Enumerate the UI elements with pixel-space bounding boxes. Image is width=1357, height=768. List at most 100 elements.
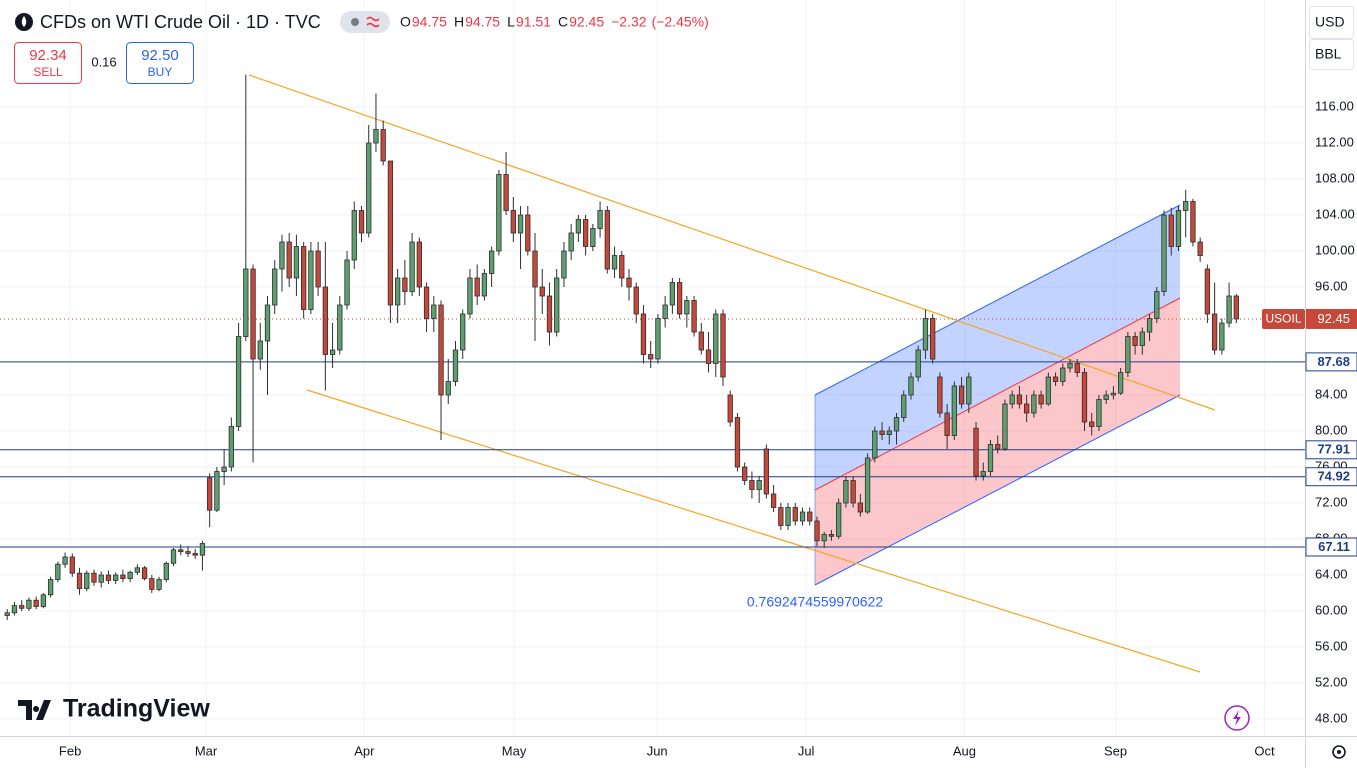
candle-body: [55, 563, 61, 580]
channel-lower-line: [814, 394, 1181, 586]
candle-body: [590, 228, 596, 247]
candle-body: [980, 471, 986, 477]
levels: [0, 318, 1305, 548]
candle-body: [756, 480, 762, 490]
candle-body: [1146, 318, 1153, 333]
candle-body: [105, 574, 112, 581]
ohlc-key: L: [507, 14, 515, 30]
candle-body: [662, 304, 668, 319]
buy-button[interactable]: [126, 42, 194, 84]
candle-body: [1161, 214, 1167, 292]
ohlc-value: 94.75: [465, 14, 500, 30]
candle-body: [727, 394, 733, 423]
candle-body: [1233, 295, 1239, 320]
candle-body: [141, 567, 148, 579]
candle-body: [235, 336, 242, 427]
candle-body: [395, 277, 401, 306]
candle-body: [966, 376, 972, 405]
candle-body: [893, 417, 900, 432]
x-tick-label: Sep: [1104, 743, 1127, 758]
unit-button[interactable]: [1309, 39, 1354, 70]
candle-body: [423, 286, 430, 319]
candle-body: [821, 534, 827, 542]
candle-body: [705, 349, 712, 364]
candle-body: [329, 349, 336, 355]
candle-body: [828, 534, 835, 537]
x-tick-label: May: [502, 743, 527, 758]
candle-body: [1183, 201, 1189, 211]
level-label: 74.92: [1317, 469, 1350, 484]
candle-body: [120, 574, 126, 579]
candle-body: [40, 594, 47, 607]
candle-body: [930, 318, 936, 360]
settings-icon[interactable]: [1332, 745, 1346, 759]
trend-line-upper: [248, 74, 1216, 411]
candle-body: [546, 295, 553, 333]
candle-body: [264, 304, 271, 342]
candle-body: [1089, 421, 1095, 427]
candle-body: [156, 579, 162, 590]
candle-body: [91, 572, 97, 583]
y-tick-label: 64.00: [1315, 566, 1348, 581]
candle-body: [713, 313, 719, 364]
y-tick-label: 96.00: [1315, 278, 1348, 293]
candle-body: [1067, 363, 1073, 369]
candle-body: [1081, 372, 1088, 423]
candle-body: [648, 354, 654, 360]
channel-upper-line: [814, 204, 1181, 396]
candle-body: [1024, 403, 1030, 414]
candle-body: [1125, 336, 1131, 373]
candle-body: [163, 562, 169, 580]
candle-body: [1175, 210, 1182, 247]
candle-body: [1168, 214, 1174, 247]
candle-body: [373, 129, 379, 144]
x-tick-label: Jun: [647, 743, 668, 758]
candle-body: [734, 417, 741, 468]
candle-body: [1031, 394, 1037, 414]
candle-body: [908, 376, 914, 396]
change-pct: (−2.45%): [652, 14, 709, 30]
ohlc-value: 94.75: [412, 14, 447, 30]
candle-body: [402, 277, 408, 292]
x-tick-label: Feb: [59, 743, 81, 758]
candle-body: [84, 572, 90, 589]
candle-body: [872, 430, 878, 459]
candle-body: [445, 381, 451, 396]
candle-body: [836, 502, 842, 537]
candle-body: [19, 605, 25, 609]
candle-body: [98, 574, 104, 583]
candle-body: [684, 300, 690, 315]
sell-button[interactable]: [14, 42, 82, 84]
candle-body: [358, 210, 365, 234]
candle-body: [1197, 241, 1203, 256]
candle-body: [604, 210, 610, 270]
candle-body: [655, 318, 661, 360]
candle-body: [922, 318, 929, 351]
candle-body: [474, 277, 480, 297]
candle-body: [597, 210, 603, 229]
currency-button[interactable]: [1309, 6, 1354, 39]
candle-body: [1132, 336, 1138, 346]
candle-body: [1117, 372, 1124, 394]
level-label-box: [1305, 467, 1357, 487]
candle-body: [1139, 331, 1145, 346]
candle-body: [127, 571, 133, 579]
ohlc-key: H: [454, 14, 464, 30]
candle-body: [178, 549, 184, 552]
y-tick-label: 116.00: [1315, 98, 1354, 113]
candle-body: [452, 349, 459, 382]
candle-body: [807, 511, 813, 522]
candle-body: [1219, 322, 1225, 351]
candle-body: [481, 273, 488, 297]
last-price-label: 92.45: [1317, 311, 1350, 326]
candle-body: [958, 385, 965, 405]
symbol-icon-drop: [21, 16, 27, 27]
x-tick-label: Aug: [953, 743, 976, 758]
indicator-badge[interactable]: [340, 11, 390, 33]
candle-body: [843, 480, 849, 504]
candle-body: [26, 599, 32, 609]
candle-body: [1038, 394, 1044, 405]
badge-wave: [366, 16, 380, 28]
candle-body: [488, 250, 495, 274]
